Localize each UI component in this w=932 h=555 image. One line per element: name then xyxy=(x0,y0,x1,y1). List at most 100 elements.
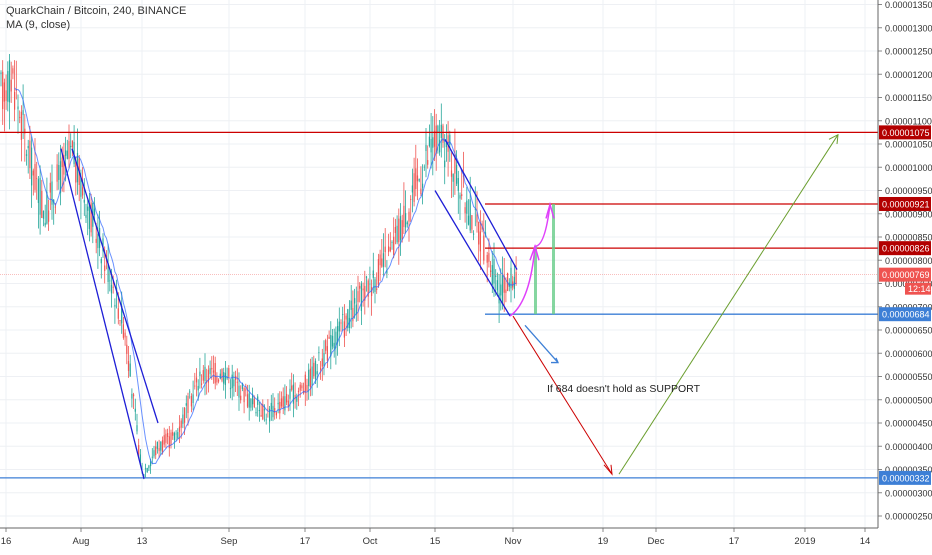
candle-body xyxy=(80,176,82,197)
candle-body xyxy=(228,368,230,377)
candle-body xyxy=(386,270,388,274)
ma-line xyxy=(14,87,517,465)
candle-body xyxy=(423,166,425,168)
countdown-badge xyxy=(905,282,931,295)
candle-body xyxy=(109,280,111,282)
candle-body xyxy=(265,419,267,421)
price-badge xyxy=(879,267,931,282)
candle-body xyxy=(347,309,349,329)
target-bar-1 xyxy=(534,246,537,315)
candle-body xyxy=(459,195,461,199)
candle-body xyxy=(44,222,46,226)
price-badge xyxy=(879,307,931,322)
candle-body xyxy=(416,175,419,182)
y-tick-label: 0.00001250 xyxy=(885,47,932,57)
candle-body xyxy=(73,141,75,165)
time-axis[interactable]: 16 Aug 13 Sep 17 Oct 15 Nov 19 Dec 17 2019 14 xyxy=(0,527,878,547)
candle-body xyxy=(318,352,320,354)
candle-body xyxy=(126,344,128,354)
price-badge xyxy=(879,125,931,140)
candle-body xyxy=(10,79,12,92)
candle-body xyxy=(127,361,130,371)
candle-body xyxy=(406,222,408,225)
candle-body xyxy=(185,403,187,406)
candle-body xyxy=(367,280,369,297)
candle-body xyxy=(229,387,232,390)
candle-body xyxy=(382,253,385,267)
breakdown-arrow xyxy=(524,324,559,363)
y-tick-label: 0.00000650 xyxy=(885,326,932,336)
drawings xyxy=(60,133,839,479)
candle-body xyxy=(158,447,160,452)
candle-body xyxy=(478,222,480,245)
candle-body xyxy=(376,288,378,290)
x-tick-label: Nov xyxy=(505,536,522,547)
candle-body xyxy=(34,164,36,190)
price-axis[interactable]: 0.00001350 0.00001300 0.00001250 0.00001200… xyxy=(877,0,932,528)
candle-body xyxy=(326,346,328,361)
candle-body xyxy=(178,426,181,432)
candle-body xyxy=(190,396,192,407)
candle-body xyxy=(360,283,362,311)
candlesticks xyxy=(0,54,517,480)
candle-body xyxy=(95,238,97,243)
candle-body xyxy=(282,396,284,408)
candle-body xyxy=(456,164,458,184)
candle-body xyxy=(66,150,68,159)
candle-body xyxy=(17,106,19,110)
candle-body xyxy=(85,214,87,218)
y-tick-label: 0.00000250 xyxy=(885,512,932,522)
candle-body xyxy=(146,468,148,473)
candle-body xyxy=(345,315,347,320)
candle-body xyxy=(263,409,266,411)
candle-body xyxy=(248,393,250,408)
price-badge-label: 0.00000921 xyxy=(882,199,930,209)
candle-body xyxy=(323,352,325,367)
candle-body xyxy=(253,398,255,408)
candle-body xyxy=(466,200,468,214)
candle-body xyxy=(54,206,56,208)
candle-body xyxy=(172,431,174,436)
candle-body xyxy=(473,233,475,235)
y-tick-label: 0.00000300 xyxy=(885,488,932,498)
candle-body xyxy=(238,385,240,398)
candle-body xyxy=(379,254,381,266)
candle-body xyxy=(209,368,211,375)
channel-line-upper-right xyxy=(71,148,159,424)
candle-body xyxy=(394,226,396,234)
candle-body xyxy=(267,408,269,410)
candle-body xyxy=(93,208,96,216)
candle-body xyxy=(512,281,514,288)
candle-body xyxy=(299,384,301,391)
candle-body xyxy=(12,68,14,74)
symbol-title: QuarkChain / Bitcoin, 240, BINANCE xyxy=(6,5,187,17)
candle-body xyxy=(474,208,476,210)
candle-body xyxy=(450,170,453,177)
candle-body xyxy=(306,384,308,391)
candle-body xyxy=(415,168,417,190)
candle-body xyxy=(262,404,264,420)
candle-body xyxy=(199,371,201,376)
candle-body xyxy=(112,286,114,288)
candle-body xyxy=(48,210,50,222)
candle-body xyxy=(8,60,11,103)
candle-body xyxy=(320,367,322,371)
candle-body xyxy=(65,150,67,156)
candle-body xyxy=(469,199,471,231)
candle-body xyxy=(292,384,294,404)
candle-body xyxy=(187,395,189,414)
candle-body xyxy=(2,71,4,110)
candle-body xyxy=(337,326,339,343)
x-tick-label: 17 xyxy=(300,536,311,547)
y-tick-label: 0.00000950 xyxy=(885,186,932,196)
candle-body xyxy=(437,125,439,133)
candle-body xyxy=(430,138,432,153)
candle-body xyxy=(449,134,451,146)
candle-body xyxy=(291,385,293,390)
candle-body xyxy=(165,433,167,443)
price-badge xyxy=(879,470,931,485)
y-tick-label: 0.00001050 xyxy=(885,140,932,150)
candle-body xyxy=(236,381,238,383)
